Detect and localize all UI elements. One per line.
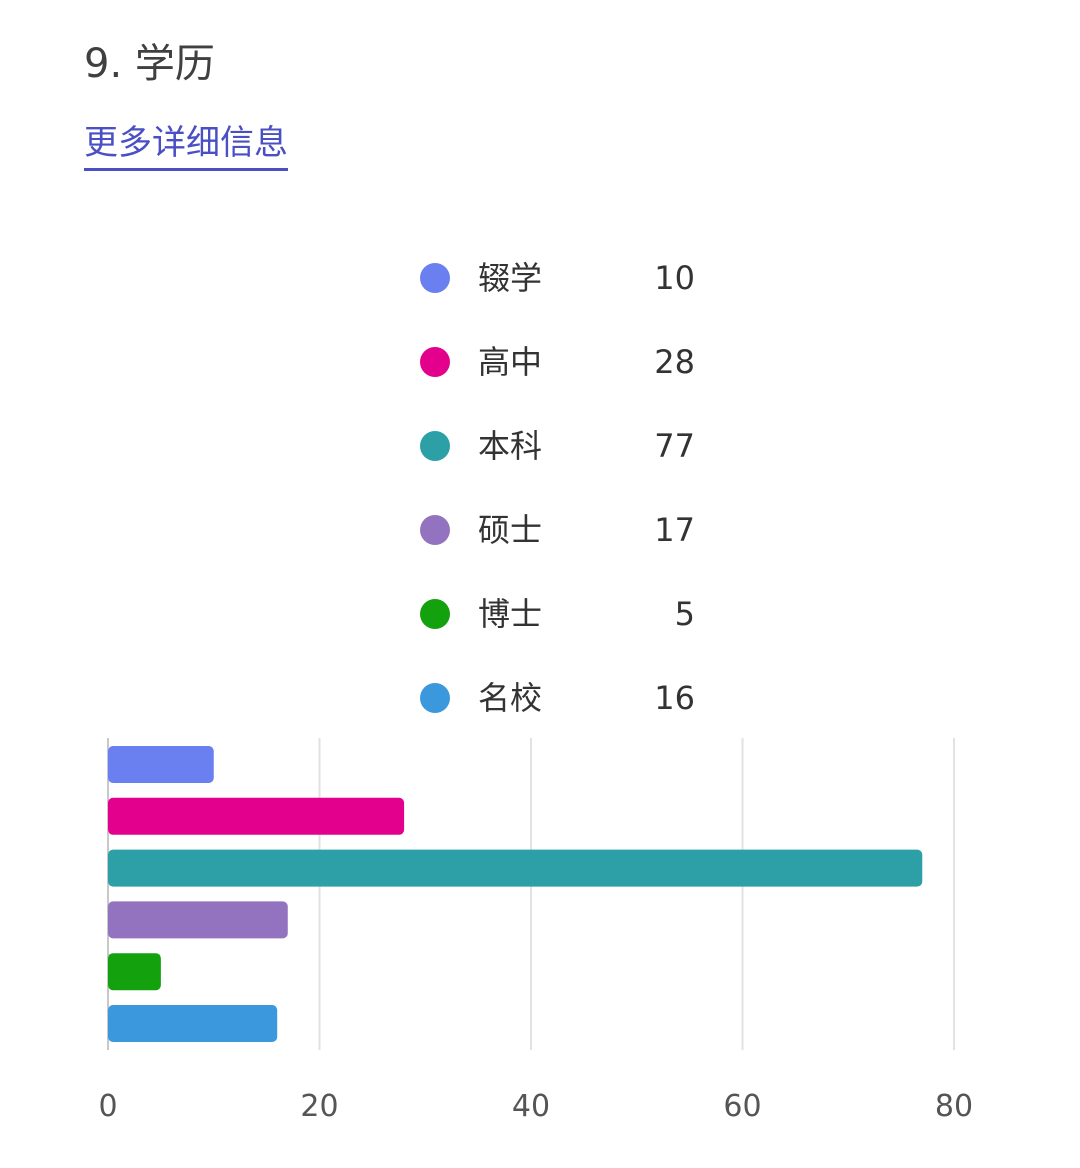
legend-label: 博士 [478,595,542,633]
x-tick-label: 20 [300,1089,338,1124]
bar-名校[interactable] [108,1005,278,1042]
x-axis-ticks: 0 20 40 60 80 [98,1089,973,1124]
bar-辍学[interactable] [108,746,214,783]
legend-swatch [420,263,450,293]
bar-高中[interactable] [108,797,405,835]
bar-本科[interactable] [108,849,923,887]
legend-value: 17 [654,511,695,549]
x-tick-label: 40 [512,1089,550,1124]
legend-swatch [420,431,450,461]
legend-swatch [420,515,450,545]
legend-swatch [420,599,450,629]
x-tick-label: 60 [723,1089,761,1124]
legend-value: 77 [654,427,695,465]
legend-label: 高中 [478,343,542,381]
legend-value: 28 [654,343,695,381]
legend-value: 16 [654,679,695,717]
bar-硕士[interactable] [108,901,288,939]
legend-swatch [420,347,450,377]
chart-gridlines [107,738,955,1050]
legend-value: 5 [675,595,695,633]
chart-bars [108,746,923,1042]
legend-label: 硕士 [478,511,542,549]
x-tick-label: 80 [935,1089,973,1124]
legend-swatch [420,683,450,713]
x-tick-label: 0 [98,1089,117,1124]
legend-label: 本科 [478,427,542,465]
more-details-link[interactable]: 更多详细信息 [84,120,288,171]
bar-博士[interactable] [108,953,161,991]
legend-label: 名校 [478,679,542,717]
legend-label: 辍学 [478,259,542,297]
chart-legend: 辍学 10 高中 28 本科 77 硕士 17 博士 5 名校 16 [420,259,695,717]
question-title: 9. 学历 [84,41,215,87]
legend-value: 10 [654,259,695,297]
